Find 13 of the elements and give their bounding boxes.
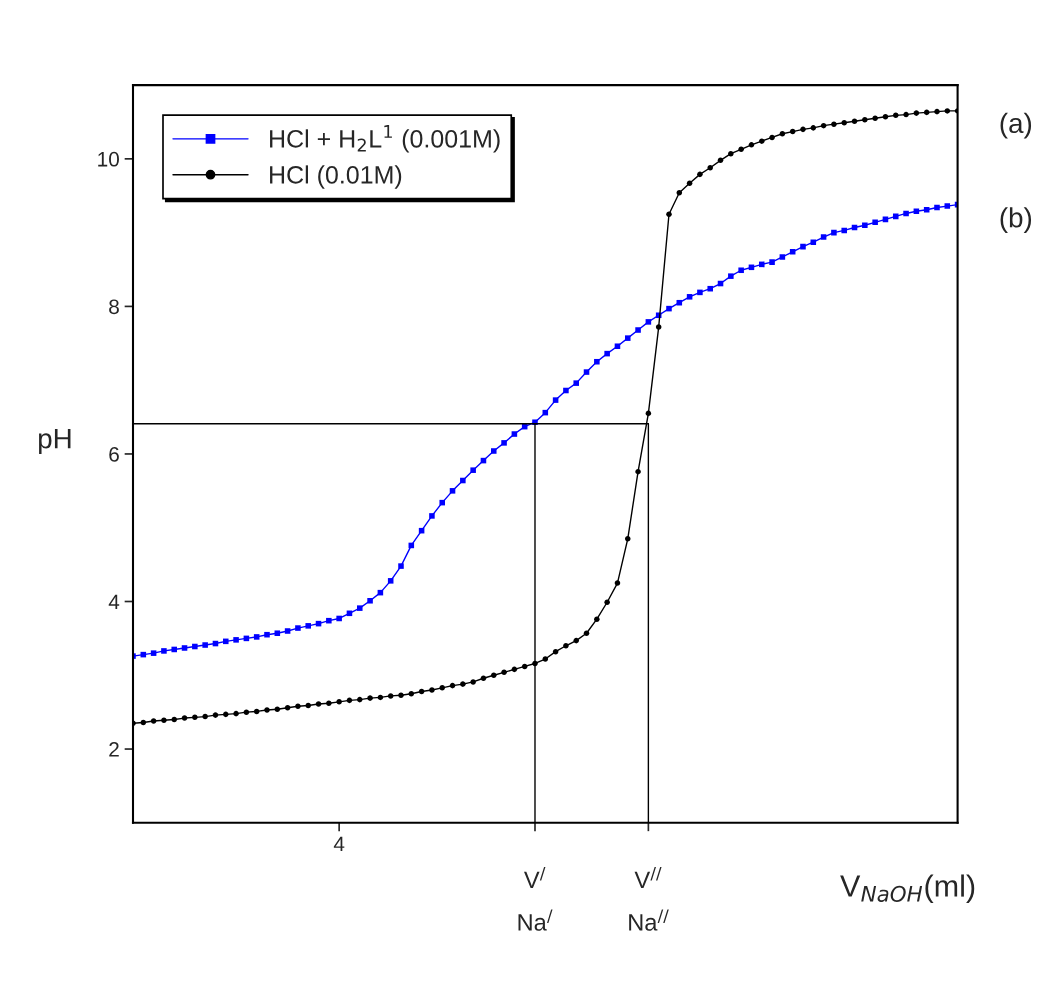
y-tick-label: 4 xyxy=(108,594,120,610)
category-label: V$^{/}$ Na$^{/}$ xyxy=(518,866,553,931)
y-axis-title: pH xyxy=(39,429,71,454)
x-axis-title: V$_{NaOH}$(ml) xyxy=(840,874,975,903)
legend-label: HCl + H$_{2}$L$^{1}$ (0.001M) xyxy=(270,125,500,153)
text: (a) xyxy=(1000,112,1032,139)
text: (b) xyxy=(1000,207,1032,234)
category-label: V$^{//}$ Na$^{//}$ xyxy=(629,866,669,931)
y-tick-label: 2 xyxy=(109,742,119,757)
y-tick-label: 10 xyxy=(98,151,119,167)
y-tick-label: 6 xyxy=(109,446,119,462)
y-tick-label: 8 xyxy=(109,299,119,315)
legend-label: HCl (0.01M) xyxy=(270,165,402,189)
